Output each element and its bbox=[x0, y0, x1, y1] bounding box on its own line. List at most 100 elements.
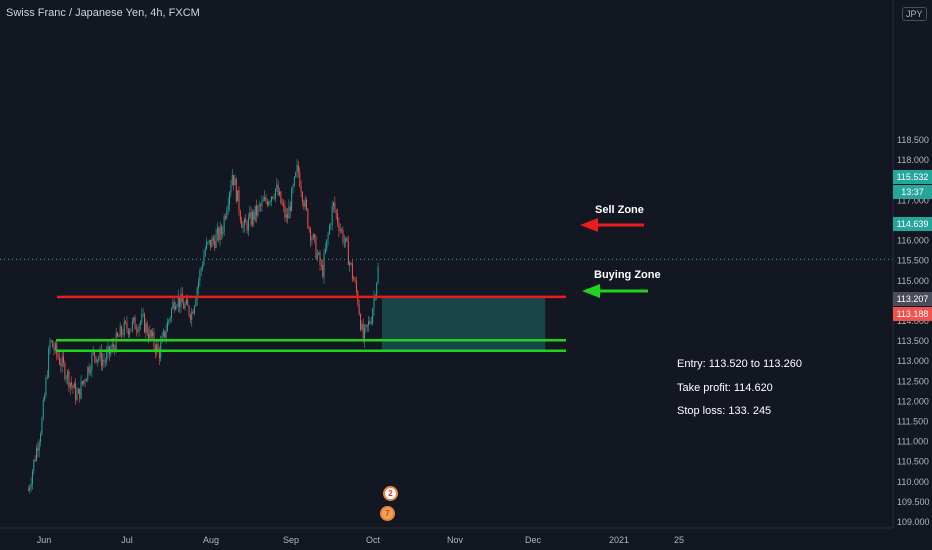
candle-body bbox=[168, 319, 170, 322]
event-marker-icon[interactable]: 2 bbox=[383, 486, 398, 501]
event-marker-icon[interactable]: 7 bbox=[380, 506, 395, 521]
candle-body bbox=[229, 192, 231, 205]
candle-body bbox=[235, 178, 237, 202]
candle-body bbox=[122, 334, 124, 336]
candle-body bbox=[284, 205, 286, 218]
candle-body bbox=[354, 280, 356, 282]
candle-body bbox=[238, 190, 240, 212]
candle-body bbox=[141, 314, 143, 323]
price-tick-label: 118.000 bbox=[897, 155, 929, 165]
candle-body bbox=[126, 322, 128, 330]
candle-body bbox=[337, 213, 339, 223]
candle-body bbox=[310, 228, 312, 241]
buying-zone-arrow[interactable] bbox=[582, 284, 648, 298]
candle-body bbox=[225, 216, 226, 218]
candle-body bbox=[57, 354, 59, 358]
candle-body bbox=[231, 174, 233, 186]
price-tick-label: 112.500 bbox=[897, 376, 929, 386]
candle-body bbox=[281, 203, 283, 205]
candle-body bbox=[361, 323, 363, 330]
candle-body bbox=[273, 197, 275, 199]
candle-body bbox=[306, 199, 307, 210]
candle-body bbox=[323, 253, 325, 277]
candle-body bbox=[191, 311, 193, 320]
candle-body bbox=[355, 281, 357, 292]
candle-body bbox=[346, 237, 348, 242]
candle-body bbox=[289, 206, 291, 211]
time-tick-label: Dec bbox=[525, 535, 542, 545]
candle-body bbox=[330, 224, 332, 226]
candle-body bbox=[358, 303, 360, 315]
candle-body bbox=[297, 165, 299, 173]
candle-countdown-label: 13:37 bbox=[893, 185, 932, 199]
candle-body bbox=[169, 318, 171, 320]
buying-zone-label: Buying Zone bbox=[594, 269, 661, 281]
candle-body bbox=[307, 209, 309, 228]
price-tick-label: 109.500 bbox=[897, 497, 930, 507]
candle-body bbox=[239, 211, 241, 221]
candle-body bbox=[335, 210, 337, 214]
candle-body bbox=[326, 239, 328, 250]
candle-body bbox=[99, 350, 101, 358]
candle-body bbox=[45, 377, 47, 396]
candle-body bbox=[158, 349, 160, 359]
candle-body bbox=[107, 346, 109, 353]
candle-body bbox=[328, 225, 330, 235]
candle-body bbox=[145, 323, 147, 333]
candle-body bbox=[142, 313, 144, 315]
candle-body bbox=[189, 315, 191, 320]
candle-body bbox=[220, 226, 222, 235]
candle-body bbox=[265, 197, 267, 202]
candle-body bbox=[118, 336, 120, 338]
candle-body bbox=[216, 228, 218, 235]
time-tick-label: Aug bbox=[203, 535, 219, 545]
candle-body bbox=[138, 325, 140, 332]
sell-zone-arrow[interactable] bbox=[580, 218, 644, 232]
candle-body bbox=[295, 172, 297, 177]
candle-body bbox=[243, 219, 245, 227]
price-tick-label: 118.500 bbox=[897, 135, 929, 145]
candle-body bbox=[280, 191, 282, 204]
candle-body bbox=[353, 277, 355, 281]
candle-body bbox=[40, 434, 42, 443]
candle-body bbox=[184, 304, 186, 309]
time-axis[interactable]: Jun Jul Aug Sep Oct Nov Dec 2021 25 bbox=[37, 535, 684, 545]
candle-body bbox=[68, 371, 70, 388]
candle-body bbox=[300, 186, 302, 193]
candle-body bbox=[77, 388, 79, 394]
candle-body bbox=[177, 296, 179, 306]
price-tick-label: 113.000 bbox=[897, 356, 929, 366]
candle-body bbox=[119, 326, 121, 337]
candle-body bbox=[80, 381, 82, 399]
candle-body bbox=[134, 317, 136, 330]
candle-body bbox=[52, 340, 54, 348]
candle-body bbox=[293, 176, 295, 186]
candle-body bbox=[76, 393, 78, 400]
candle-body bbox=[41, 418, 43, 435]
candle-body bbox=[223, 216, 225, 232]
candle-body bbox=[283, 204, 285, 206]
candle-body bbox=[258, 205, 260, 207]
candle-body bbox=[218, 228, 220, 241]
time-tick-label: 25 bbox=[674, 535, 684, 545]
candle-body bbox=[215, 234, 217, 249]
candle-body bbox=[175, 306, 177, 310]
candle-body bbox=[288, 206, 290, 219]
candle-body bbox=[61, 356, 63, 367]
candle-body bbox=[48, 349, 50, 377]
candle-body bbox=[115, 332, 117, 353]
ask-price-label: 113.188 bbox=[893, 307, 932, 321]
candle-body bbox=[291, 188, 293, 211]
candle-body bbox=[227, 204, 229, 211]
candle-body bbox=[152, 332, 154, 337]
candle-body bbox=[365, 324, 367, 328]
candle-body bbox=[214, 240, 216, 249]
candle-body bbox=[166, 321, 168, 332]
candle-body bbox=[319, 252, 321, 265]
time-tick-label: Oct bbox=[366, 535, 381, 545]
candle-body bbox=[274, 188, 276, 198]
candle-body bbox=[246, 222, 248, 231]
currency-badge[interactable]: JPY bbox=[902, 7, 927, 21]
candle-body bbox=[106, 352, 108, 362]
